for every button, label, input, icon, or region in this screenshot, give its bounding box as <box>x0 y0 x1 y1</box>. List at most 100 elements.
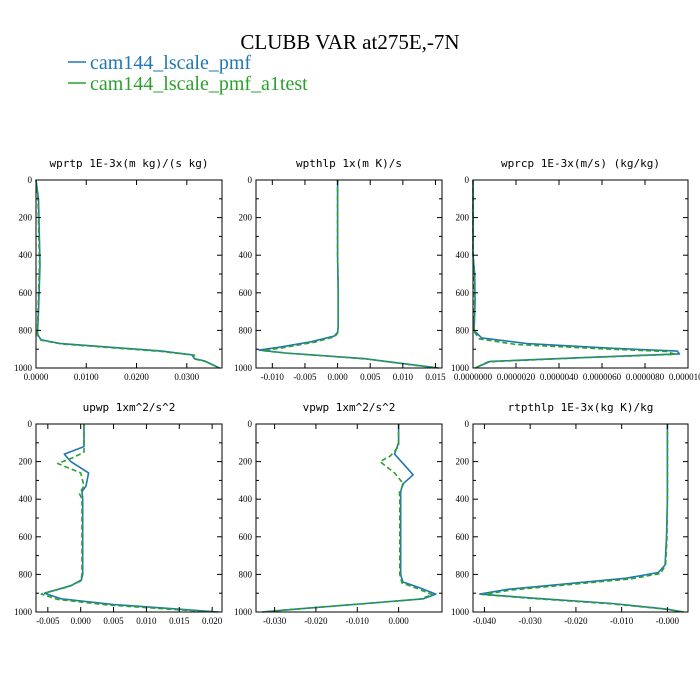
panels: wprtp 1E-3x(m kg)/(s kg) 0 200 400 600 800 100… <box>14 157 700 626</box>
y-tick-label: 200 <box>239 457 253 467</box>
plot-frame <box>255 423 443 613</box>
y-tick-label: 800 <box>456 569 470 579</box>
y-tick-label: 800 <box>239 325 253 335</box>
x-tick-label: 0.005 <box>360 372 381 382</box>
x-tick-label: 0.015 <box>425 372 446 382</box>
y-tick-label: 400 <box>239 250 253 260</box>
x-tick-label: -0.005 <box>293 372 317 382</box>
x-tick-label: 0.0100 <box>74 372 99 382</box>
series-line-1 <box>261 180 439 369</box>
series-line-0 <box>479 424 684 613</box>
y-tick-label: 1000 <box>234 363 253 373</box>
y-tick-label: 200 <box>19 213 33 223</box>
y-tick-label: 600 <box>19 532 33 542</box>
series-line-0 <box>472 180 681 369</box>
x-tick-label: 0.0000020 <box>497 372 536 382</box>
y-tick-label: 800 <box>456 325 470 335</box>
series-line-1 <box>35 179 220 369</box>
panel-title: wprcp 1E-3x(m/s) (kg/kg) <box>501 157 660 170</box>
panel-wpthlp: wpthlp 1x(m K)/s 0 200 400 600 800 1000 -0.010-… <box>234 157 446 382</box>
panel-vpwp: vpwp 1xm^2/s^2 0 200 400 600 800 1000 -0.030 -0.… <box>234 401 443 626</box>
y-tick-label: 400 <box>456 494 470 504</box>
x-tick-label: -0.000 <box>656 616 680 626</box>
y-tick-label: 1000 <box>14 363 33 373</box>
panel-title: rtpthlp 1E-3x(kg K)/kg <box>508 401 654 414</box>
y-tick-label: 0 <box>248 175 253 185</box>
y-tick-label: 400 <box>19 250 33 260</box>
legend-label-0: cam144_lscale_pmf <box>90 52 251 74</box>
y-tick-label: 1000 <box>14 607 33 617</box>
panel-wprcp: wprcp 1E-3x(m/s) (kg/kg) 0 200 400 600 800 100… <box>451 157 700 382</box>
x-tick-label: 0.0300 <box>174 372 199 382</box>
y-tick-label: 800 <box>239 569 253 579</box>
y-tick-label: 800 <box>19 569 33 579</box>
x-tick-label: 0.010 <box>393 372 414 382</box>
x-tick-label: 0.0200 <box>124 372 149 382</box>
y-tick-label: 0 <box>465 419 470 429</box>
panel-wprtp: wprtp 1E-3x(m kg)/(s kg) 0 200 400 600 800 100… <box>14 157 223 382</box>
x-tick-label: 0.000 <box>388 616 409 626</box>
y-tick-label: 1000 <box>451 363 470 373</box>
legend: cam144_lscale_pmf cam144_lscale_pmf_a1te… <box>68 52 308 95</box>
series-line-1 <box>40 424 216 613</box>
figure-title: CLUBB VAR at275E,-7N <box>240 30 459 54</box>
y-tick-label: 800 <box>19 325 33 335</box>
x-tick-label: -0.020 <box>304 616 328 626</box>
y-tick-label: 600 <box>456 532 470 542</box>
x-tick-label: 0.015 <box>169 616 190 626</box>
plot-frame <box>472 423 689 613</box>
series-line-0 <box>262 424 437 613</box>
panel-upwp: upwp 1xm^2/s^2 0 200 400 600 800 1000-0.005 0.0… <box>14 401 223 626</box>
y-tick-label: 600 <box>456 288 470 298</box>
plot-frame <box>35 179 223 369</box>
legend-label-1: cam144_lscale_pmf_a1test <box>90 73 308 95</box>
plot-frame <box>472 179 689 369</box>
y-tick-label: 400 <box>239 494 253 504</box>
x-tick-label: 0.0000000 <box>454 372 493 382</box>
panel-title: vpwp 1xm^2/s^2 <box>303 401 396 414</box>
series-line-0 <box>43 424 219 613</box>
y-tick-label: 600 <box>239 532 253 542</box>
x-tick-label: -0.020 <box>564 616 588 626</box>
x-tick-label: 0.0000080 <box>626 372 665 382</box>
series-line-0 <box>258 180 439 369</box>
x-tick-label: 0.005 <box>103 616 124 626</box>
panel-title: wprtp 1E-3x(m kg)/(s kg) <box>50 157 209 170</box>
x-tick-label: -0.010 <box>610 616 634 626</box>
y-tick-label: 400 <box>19 494 33 504</box>
y-tick-label: 600 <box>19 288 33 298</box>
x-tick-label: 0.0000060 <box>583 372 622 382</box>
y-tick-label: 200 <box>19 457 33 467</box>
y-tick-label: 0 <box>248 419 253 429</box>
series-line-0 <box>35 179 220 369</box>
y-tick-label: 0 <box>28 175 33 185</box>
y-tick-label: 600 <box>239 288 253 298</box>
panel-rtpthlp: rtpthlp 1E-3x(kg K)/kg02004006008001000-… <box>451 401 689 626</box>
y-tick-label: 200 <box>456 213 470 223</box>
x-tick-label: 0.000 <box>327 372 348 382</box>
y-tick-label: 0 <box>28 419 33 429</box>
series-line-1 <box>472 180 676 369</box>
y-tick-label: 200 <box>456 457 470 467</box>
y-tick-label: 200 <box>239 213 253 223</box>
x-tick-label: 0.000 <box>71 616 92 626</box>
panel-title: upwp 1xm^2/s^2 <box>83 401 176 414</box>
y-tick-label: 1000 <box>234 607 253 617</box>
x-tick-label: 0.010 <box>136 616 157 626</box>
x-tick-label: 0.020 <box>202 616 223 626</box>
series-line-1 <box>481 424 684 613</box>
x-tick-label: -0.005 <box>36 616 60 626</box>
x-tick-label: 0.0000040 <box>540 372 579 382</box>
y-tick-label: 0 <box>465 175 470 185</box>
x-tick-label: -0.030 <box>263 616 287 626</box>
plot-frame <box>255 179 443 369</box>
series-line-1 <box>262 424 434 613</box>
x-tick-label: -0.040 <box>473 616 497 626</box>
plot-frame <box>35 423 223 613</box>
x-tick-label: 0.0000100 <box>669 372 700 382</box>
y-tick-label: 400 <box>456 250 470 260</box>
y-tick-label: 1000 <box>451 607 470 617</box>
x-tick-label: -0.030 <box>519 616 543 626</box>
panel-title: wpthlp 1x(m K)/s <box>296 157 402 170</box>
